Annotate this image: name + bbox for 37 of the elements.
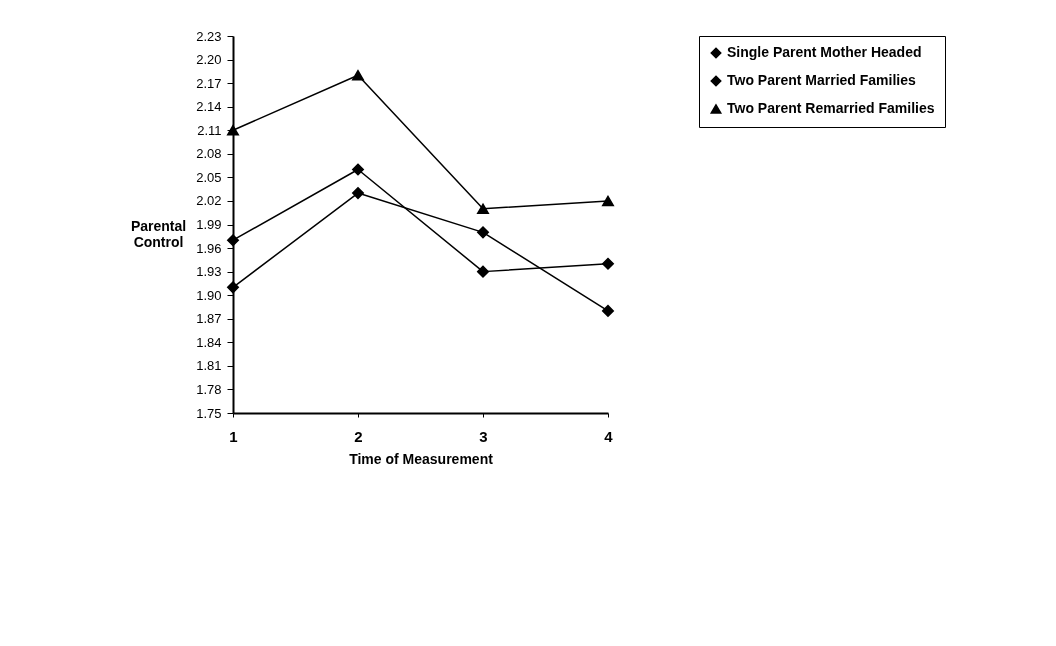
y-tick-label: 1.93 [196,264,222,280]
x-tick-label: 4 [604,427,614,445]
point [602,257,614,270]
point [477,203,489,215]
point [352,163,364,176]
y-tick-label: 1.78 [196,381,222,397]
y-tick-label: 1.84 [196,334,222,350]
y-axis-title: Parental Control [130,217,187,250]
x-axis-title: Time of Measurement [349,450,494,467]
y-tick-label: 2.17 [196,75,222,91]
point [602,304,614,317]
y-tick-label: 2.11 [197,122,222,138]
y-tick-label: 2.08 [196,146,222,162]
legend-label: Two Parent Married Families [727,72,917,88]
y-tick-label: 1.87 [196,311,222,327]
point [477,226,489,239]
point [602,195,614,207]
x-tick-label: 2 [354,427,363,445]
legend-label: Two Parent Remarried Families [727,100,935,116]
y-tick-label: 1.75 [196,405,222,421]
y-tick-label: 2.02 [196,193,222,209]
y-tick-label: 1.99 [196,217,222,232]
point [352,187,364,200]
point [227,281,239,294]
y-tick-label: 1.96 [196,240,222,256]
point [477,265,489,278]
x-tick-label: 1 [229,427,238,445]
y-tick-label: 2.23 [196,28,222,44]
point [352,69,364,81]
y-tick-label: 2.14 [196,99,222,115]
x-tick-label: 3 [479,427,488,445]
point [227,234,239,247]
y-tick-label: 1.81 [196,358,222,374]
y-tick-label: 2.05 [196,169,222,185]
y-tick-label: 1.90 [196,287,222,303]
y-tick-label: 2.20 [196,52,222,68]
legend-label: Single Parent Mother Headed [727,44,922,60]
